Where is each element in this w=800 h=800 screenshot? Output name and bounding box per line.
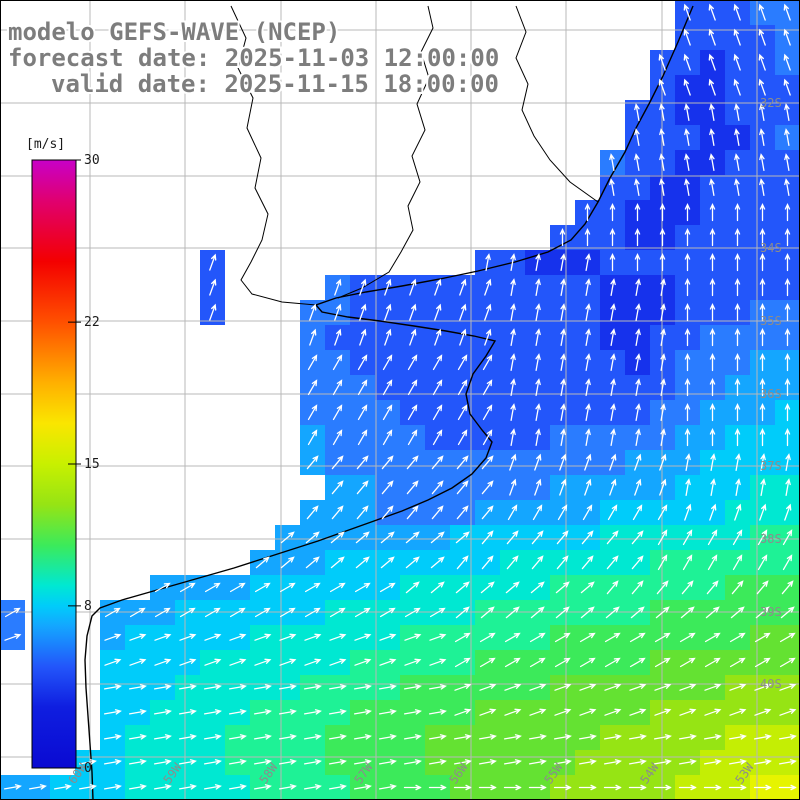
- forecast-date-label: forecast date: 2025-11-03 12:00:00: [8, 44, 499, 72]
- river-line: [515, 5, 599, 203]
- colorbar-tick-label: 15: [84, 457, 100, 472]
- latitude-label: 38S: [760, 532, 782, 546]
- latitude-label: 32S: [760, 96, 782, 110]
- colorbar-ticks: 30 22 15 8 0: [68, 153, 100, 776]
- latitude-label: 39S: [760, 605, 782, 619]
- latitude-label: 35S: [760, 314, 782, 328]
- model-title: modelo GEFS-WAVE (NCEP): [8, 18, 340, 46]
- title-block: modelo GEFS-WAVE (NCEP) forecast date: 2…: [6, 16, 501, 100]
- wind-direction-arrows: [3, 3, 798, 791]
- river-line: [337, 5, 434, 299]
- colorbar-tick-label: 8: [84, 599, 92, 614]
- latitude-label: 34S: [760, 241, 782, 255]
- colorbar: [m/s] 30 22 15 8 0: [26, 137, 100, 776]
- river-line: [230, 5, 317, 306]
- coastline-layer: [84, 5, 694, 800]
- latitude-label: 36S: [760, 387, 782, 401]
- colorbar-tick-label: 30: [84, 153, 100, 168]
- latitude-label: 40S: [760, 677, 782, 691]
- latitude-label: 37S: [760, 459, 782, 473]
- colorbar-unit-label: [m/s]: [26, 137, 65, 152]
- colorbar-tick-label: 0: [84, 761, 92, 776]
- colorbar-tick-label: 22: [84, 315, 100, 330]
- coastline: [84, 5, 694, 800]
- valid-date-label: valid date: 2025-11-15 18:00:00: [51, 70, 499, 98]
